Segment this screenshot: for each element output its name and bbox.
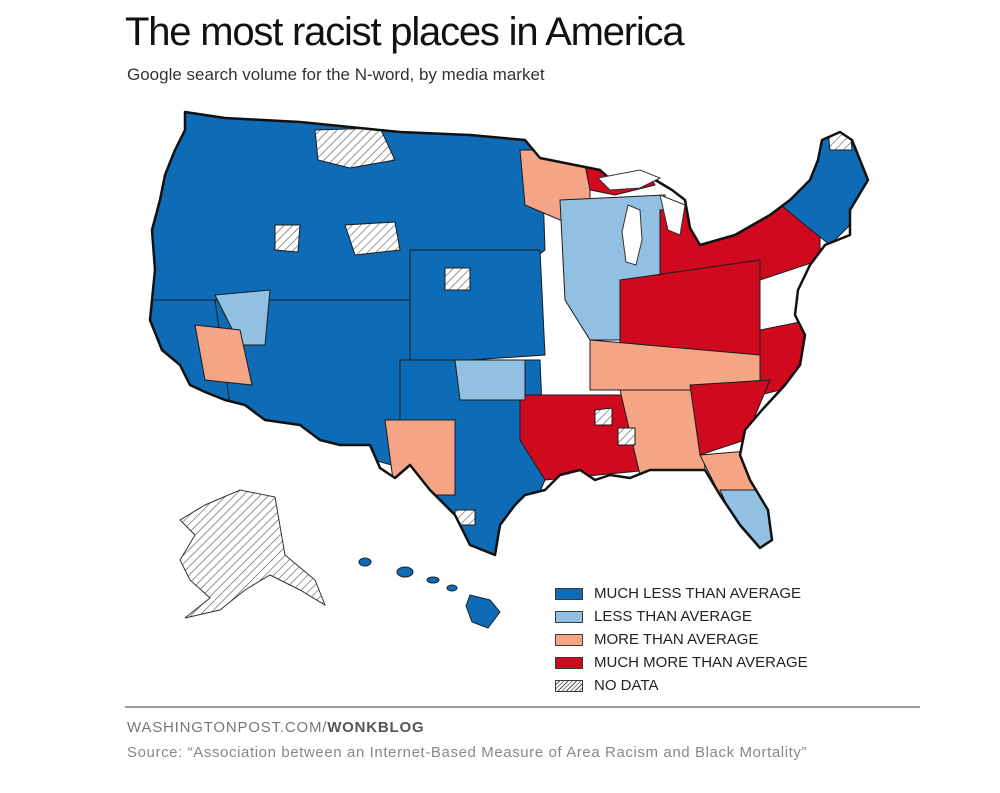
lake-michigan (621, 204, 643, 266)
us-outline (148, 110, 870, 557)
legend-swatch-much-more (555, 656, 583, 669)
legend-item-no-data: NO DATA (555, 674, 808, 697)
market-region-north-florida (699, 449, 761, 496)
lake-huron (659, 194, 686, 236)
legend-swatch-no-data (555, 679, 583, 692)
legend-label-much-less: MUCH LESS THAN AVERAGE (594, 585, 801, 602)
market-region-southern-california-desert (194, 324, 253, 386)
no-data-region-1 (314, 127, 396, 169)
market-region-central-florida (719, 489, 776, 555)
legend-label-much-more: MUCH MORE THAN AVERAGE (594, 654, 808, 671)
map-subtitle: Google search volume for the N-word, by … (127, 65, 545, 84)
alaska-outline (179, 489, 327, 619)
footer-divider (125, 706, 920, 708)
map-title: The most racist places in America (125, 10, 685, 54)
no-data-region-3 (274, 224, 301, 253)
no-data-region-4 (444, 267, 471, 291)
no-data-region-5 (594, 407, 613, 426)
market-region-georgia-and-south-carolina (689, 379, 771, 456)
credit-site: WASHINGTONPOST.COM/ (127, 719, 328, 736)
legend-item-more: MORE THAN AVERAGE (555, 628, 808, 651)
legend-swatch-less (555, 610, 583, 623)
lake-superior (596, 169, 662, 191)
market-region-great-plains (409, 249, 546, 361)
legend-swatch-much-less (555, 587, 583, 600)
map-legend: MUCH LESS THAN AVERAGE LESS THAN AVERAGE… (555, 582, 808, 697)
no-data-region-2 (344, 221, 401, 256)
market-region-nevada (214, 289, 271, 346)
legend-item-less: LESS THAN AVERAGE (555, 605, 808, 628)
legend-item-much-more: MUCH MORE THAN AVERAGE (555, 651, 808, 674)
legend-label-less: LESS THAN AVERAGE (594, 608, 752, 625)
legend-item-much-less: MUCH LESS THAN AVERAGE (555, 582, 808, 605)
source-note: Source: “Association between an Internet… (127, 744, 808, 761)
market-region-western-texas-and-new-mexico-border (384, 419, 456, 496)
credit-section: WONKBLOG (327, 719, 425, 736)
legend-swatch-more (555, 633, 583, 646)
hawaii-islands (358, 557, 501, 629)
legend-label-more: MORE THAN AVERAGE (594, 631, 759, 648)
market-region-lower-mississippi-valley (519, 394, 651, 481)
credit-line[interactable]: WASHINGTONPOST.COM/WONKBLOG (127, 719, 424, 736)
market-region-oklahoma (454, 359, 526, 401)
no-data-region-6 (617, 427, 636, 446)
legend-label-no-data: NO DATA (594, 677, 659, 694)
